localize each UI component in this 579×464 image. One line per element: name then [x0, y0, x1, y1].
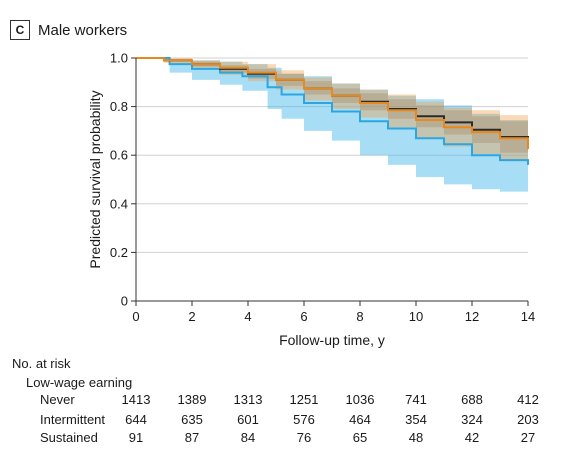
- risk-cell: 635: [181, 412, 203, 427]
- risk-cell: 84: [240, 430, 256, 445]
- risk-cell: 42: [464, 430, 480, 445]
- x-tick-label: 10: [409, 309, 423, 324]
- risk-cell: 76: [296, 430, 312, 445]
- risk-cell: 354: [405, 412, 427, 427]
- survival-chart: 0 0.2 0.4 0.6 0.8 1.0 0 2 4 6 8 10 12 14 Follow-up ti…: [87, 51, 535, 349]
- y-tick-label: 0: [121, 294, 128, 309]
- risk-cell: 48: [408, 430, 424, 445]
- risk-cell: 688: [461, 392, 483, 407]
- risk-cell: 576: [293, 412, 315, 427]
- x-tick-label: 8: [356, 309, 363, 324]
- risk-cell: 741: [405, 392, 427, 407]
- y-tick-label: 0.4: [110, 196, 128, 211]
- risk-row-label: Never: [40, 392, 75, 407]
- risk-cell: 1036: [345, 392, 375, 407]
- x-tick-label: 2: [188, 309, 195, 324]
- y-axis-label: Predicted survival probability: [87, 90, 103, 268]
- risk-cell: 644: [125, 412, 147, 427]
- survival-curves: [136, 57, 529, 165]
- risk-table-heading: No. at risk: [12, 356, 71, 371]
- x-tick-label: 4: [244, 309, 251, 324]
- sustained-ci-band: [136, 58, 528, 199]
- risk-cell: 27: [520, 430, 536, 445]
- panel-header: C Male workers: [10, 19, 127, 41]
- risk-row-label: Intermittent: [40, 412, 106, 427]
- x-tick-label: 0: [132, 309, 139, 324]
- x-tick-label: 12: [465, 309, 479, 324]
- risk-table: No. at risk Low-wage earning Never 1413 13…: [0, 352, 579, 452]
- risk-cell: 412: [517, 392, 539, 407]
- risk-cell: 1413: [121, 392, 151, 407]
- x-tick-label: 6: [300, 309, 307, 324]
- risk-cell: 464: [349, 412, 371, 427]
- risk-cell: 1251: [289, 392, 319, 407]
- risk-cell: 1313: [233, 392, 263, 407]
- risk-cell: 91: [128, 430, 144, 445]
- risk-row-label: Sustained: [40, 430, 98, 445]
- confidence-bands: [136, 58, 528, 199]
- x-axis-label: Follow-up time, y: [279, 332, 385, 348]
- y-tick-label: 0.8: [110, 99, 128, 114]
- risk-cell: 65: [352, 430, 368, 445]
- x-tick-label: 14: [521, 309, 535, 324]
- risk-cell: 203: [517, 412, 539, 427]
- risk-table-subheading: Low-wage earning: [26, 375, 133, 390]
- y-tick-label: 1.0: [110, 51, 128, 66]
- risk-cell: 87: [184, 430, 200, 445]
- panel-letter: C: [10, 20, 30, 40]
- gridlines: [136, 57, 528, 253]
- intermittent-ci-band: [136, 58, 528, 175]
- intermittent-survival-line: [136, 57, 529, 150]
- risk-cell: 1389: [177, 392, 207, 407]
- panel-title: Male workers: [38, 21, 128, 39]
- axes: 0 0.2 0.4 0.6 0.8 1.0 0 2 4 6 8 10 12 14: [110, 51, 535, 325]
- risk-cell: 324: [461, 412, 483, 427]
- y-tick-label: 0.6: [110, 148, 128, 163]
- risk-cell: 601: [237, 412, 259, 427]
- y-tick-label: 0.2: [110, 245, 128, 260]
